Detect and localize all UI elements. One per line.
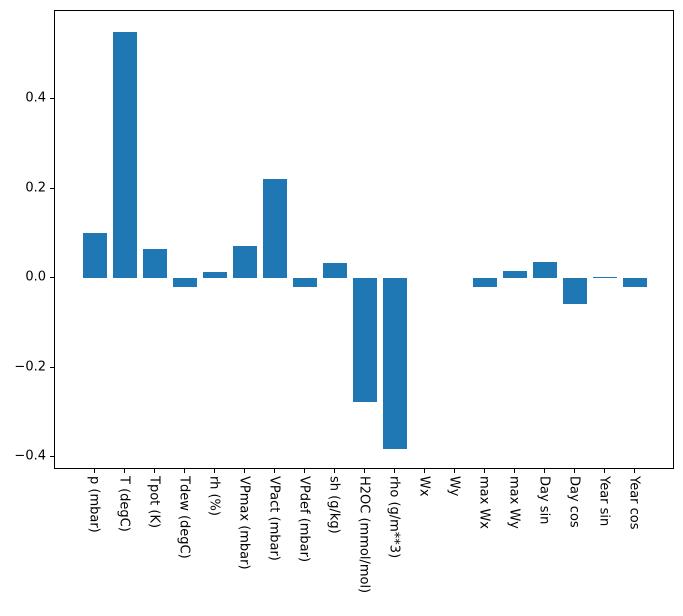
y-tick-label: −0.4 xyxy=(14,448,46,464)
y-tick-label: 0.0 xyxy=(25,269,46,285)
x-tick-label-day-sin: Day sin xyxy=(536,476,552,525)
bar-rho-g-m-3 xyxy=(383,278,407,449)
x-tick-label-tpot-k: Tpot (K) xyxy=(146,476,162,529)
x-tick-mark xyxy=(304,469,305,473)
plot-area xyxy=(54,10,674,469)
bar-vpmax-mbar xyxy=(233,246,257,278)
x-tick-mark xyxy=(244,469,245,473)
bar-day-cos xyxy=(563,278,587,304)
y-tick-mark xyxy=(50,277,54,278)
x-tick-mark xyxy=(154,469,155,473)
bar-tdew-degc xyxy=(173,278,197,287)
x-tick-label-vpmax-mbar: VPmax (mbar) xyxy=(236,476,252,570)
bar-tpot-k xyxy=(143,249,167,278)
x-tick-mark xyxy=(544,469,545,473)
bar-vpdef-mbar xyxy=(293,278,317,287)
x-tick-mark xyxy=(424,469,425,473)
y-tick-label: 0.2 xyxy=(25,180,46,196)
bar-year-sin xyxy=(593,277,617,278)
x-tick-label-rh: rh (%) xyxy=(206,476,222,516)
x-tick-mark xyxy=(274,469,275,473)
x-tick-label-tdew-degc: Tdew (degC) xyxy=(176,476,192,559)
x-tick-mark xyxy=(604,469,605,473)
x-tick-mark xyxy=(214,469,215,473)
x-tick-label-h2oc-mmol-mol: H2OC (mmol/mol) xyxy=(356,476,372,594)
x-tick-label-wy: Wy xyxy=(446,476,462,497)
y-tick-label: −0.2 xyxy=(14,359,46,375)
bar-day-sin xyxy=(533,262,557,278)
x-tick-mark xyxy=(334,469,335,473)
x-tick-label-vpact-mbar: VPact (mbar) xyxy=(266,476,282,561)
x-tick-label-sh-g-kg: sh (g/kg) xyxy=(326,476,342,534)
x-tick-mark xyxy=(184,469,185,473)
x-tick-mark xyxy=(94,469,95,473)
bar-max-wy xyxy=(503,271,527,278)
y-tick-mark xyxy=(50,367,54,368)
bar-h2oc-mmol-mol xyxy=(353,278,377,402)
x-tick-mark xyxy=(484,469,485,473)
x-tick-label-vpdef-mbar: VPdef (mbar) xyxy=(296,476,312,563)
bar-max-wx xyxy=(473,278,497,287)
x-tick-mark xyxy=(634,469,635,473)
x-tick-mark xyxy=(514,469,515,473)
y-tick-mark xyxy=(50,188,54,189)
x-tick-label-t-degc: T (degC) xyxy=(116,476,132,532)
bar-rh xyxy=(203,272,227,278)
bar-year-cos xyxy=(623,278,647,287)
y-tick-mark xyxy=(50,456,54,457)
x-tick-mark xyxy=(454,469,455,473)
x-tick-mark xyxy=(394,469,395,473)
x-tick-label-max-wy: max Wy xyxy=(506,476,522,529)
bar-vpact-mbar xyxy=(263,179,287,278)
bar-p-mbar xyxy=(83,233,107,278)
bar-sh-g-kg xyxy=(323,263,347,278)
y-tick-mark xyxy=(50,98,54,99)
x-tick-mark xyxy=(364,469,365,473)
x-tick-label-year-cos: Year cos xyxy=(626,476,642,530)
x-tick-label-p-mbar: p (mbar) xyxy=(86,476,102,533)
x-tick-mark xyxy=(574,469,575,473)
x-tick-label-year-sin: Year sin xyxy=(596,476,612,527)
y-tick-label: 0.4 xyxy=(25,90,46,106)
x-tick-mark xyxy=(124,469,125,473)
x-tick-label-max-wx: max Wx xyxy=(476,476,492,530)
bar-t-degc xyxy=(113,32,137,278)
x-tick-label-rho-g-m-3: rho (g/m**3) xyxy=(386,476,402,559)
x-tick-label-wx: Wx xyxy=(416,476,432,497)
x-tick-label-day-cos: Day cos xyxy=(566,476,582,528)
